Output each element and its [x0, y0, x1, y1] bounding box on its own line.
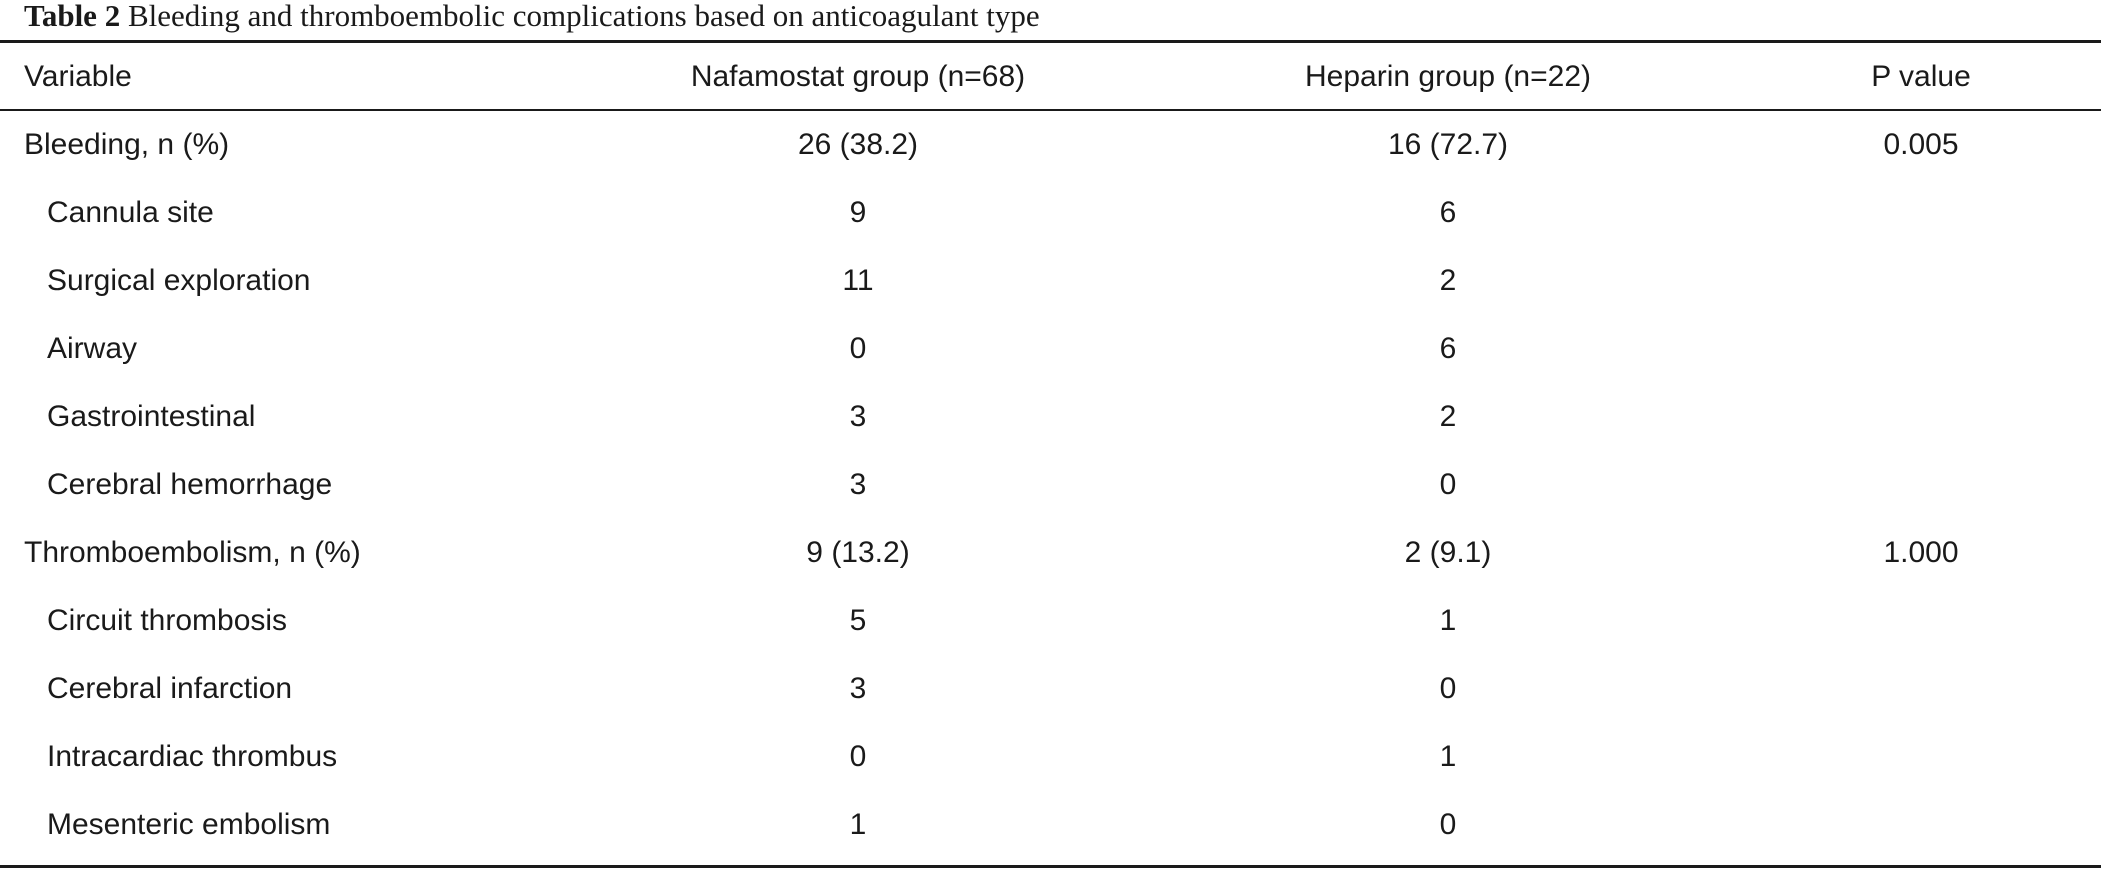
header-p-value: P value: [1871, 60, 1971, 93]
row-p-value: [1771, 791, 2071, 859]
table-row: Gastrointestinal 3 2: [0, 383, 2101, 451]
table-bottom-rule: [0, 865, 2101, 868]
row-variable: Bleeding, n (%): [24, 128, 230, 161]
row-p-value: 0.005: [1883, 128, 1959, 161]
table-top-rule: [0, 40, 2101, 43]
row-p-value: [1771, 655, 2071, 723]
row-nafamostat: 9 (13.2): [806, 536, 910, 569]
row-heparin: 6: [1439, 332, 1457, 365]
row-heparin: 1: [1439, 604, 1457, 637]
row-variable: Cerebral hemorrhage: [47, 468, 333, 501]
row-nafamostat: 3: [849, 672, 867, 705]
row-heparin: 0: [1439, 672, 1457, 705]
row-variable: Mesenteric embolism: [47, 808, 331, 841]
row-nafamostat: 3: [849, 468, 867, 501]
row-variable: Circuit thrombosis: [47, 604, 288, 637]
table-header-row: Variable Nafamostat group (n=68) Heparin…: [0, 43, 2101, 111]
row-nafamostat: 9: [849, 196, 867, 229]
row-variable: Cannula site: [47, 196, 214, 229]
table-row: Airway 0 6: [0, 315, 2101, 383]
row-p-value: [1771, 587, 2071, 655]
row-heparin: 1: [1439, 740, 1457, 773]
row-heparin: 0: [1439, 808, 1457, 841]
header-nafamostat: Nafamostat group (n=68): [690, 60, 1026, 93]
row-variable: Intracardiac thrombus: [47, 740, 338, 773]
row-variable: Airway: [47, 332, 138, 365]
table-row: Cannula site 9 6: [0, 179, 2101, 247]
row-nafamostat: 11: [842, 264, 874, 297]
row-heparin: 6: [1439, 196, 1457, 229]
table-row-thromboembolism: Thromboembolism, n (%) 9 (13.2) 2 (9.1) …: [0, 519, 2101, 587]
header-variable: Variable: [24, 60, 132, 93]
row-p-value: 1.000: [1883, 536, 1959, 569]
row-variable: Gastrointestinal: [47, 400, 256, 433]
row-heparin: 0: [1439, 468, 1457, 501]
header-heparin: Heparin group (n=22): [1304, 60, 1591, 93]
table-header-rule: [0, 109, 2101, 111]
table-row: Circuit thrombosis 5 1: [0, 587, 2101, 655]
row-nafamostat: 3: [849, 400, 867, 433]
row-nafamostat: 0: [849, 332, 867, 365]
row-p-value: [1771, 247, 2071, 315]
row-heparin: 2 (9.1): [1404, 536, 1492, 569]
table-row: Surgical exploration 11 2: [0, 247, 2101, 315]
row-p-value: [1771, 179, 2071, 247]
row-heparin: 2: [1439, 400, 1457, 433]
table-caption-label: Table 2: [24, 0, 121, 33]
row-p-value: [1771, 315, 2071, 383]
table-row-bleeding: Bleeding, n (%) 26 (38.2) 16 (72.7) 0.00…: [0, 111, 2101, 179]
table-row: Cerebral infarction 3 0: [0, 655, 2101, 723]
table-caption-text: Bleeding and thromboembolic complication…: [127, 0, 1040, 33]
row-heparin: 2: [1439, 264, 1457, 297]
row-variable: Thromboembolism, n (%): [24, 536, 361, 569]
row-nafamostat: 1: [849, 808, 867, 841]
row-nafamostat: 26 (38.2): [797, 128, 919, 161]
table-row: Mesenteric embolism 1 0: [0, 791, 2101, 859]
row-p-value: [1771, 451, 2071, 519]
row-variable: Cerebral infarction: [47, 672, 293, 705]
row-heparin: 16 (72.7): [1387, 128, 1509, 161]
table-caption: Table 2 Bleeding and thromboembolic comp…: [24, 0, 1040, 40]
row-nafamostat: 0: [849, 740, 867, 773]
row-variable: Surgical exploration: [47, 264, 311, 297]
row-p-value: [1771, 723, 2071, 791]
row-p-value: [1771, 383, 2071, 451]
table-row: Cerebral hemorrhage 3 0: [0, 451, 2101, 519]
row-nafamostat: 5: [849, 604, 867, 637]
table-row: Intracardiac thrombus 0 1: [0, 723, 2101, 791]
